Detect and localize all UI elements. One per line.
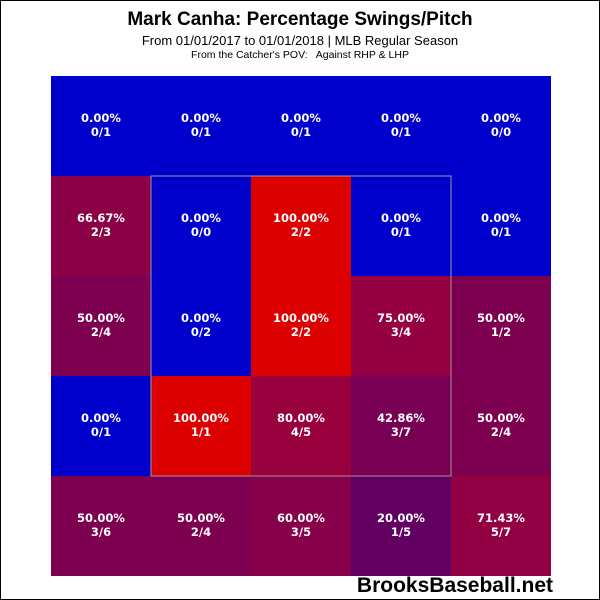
heatmap-cell-r4-c0 bbox=[51, 476, 151, 576]
cell-count-label: 4/5 bbox=[291, 425, 311, 439]
cell-pct-label: 0.00% bbox=[381, 111, 421, 125]
heatmap-cell-r0-c1 bbox=[151, 76, 251, 176]
cell-pct-label: 0.00% bbox=[381, 211, 421, 225]
heatmap-cell-r4-c2 bbox=[251, 476, 351, 576]
cell-pct-label: 71.43% bbox=[477, 511, 525, 525]
heatmap-cell-r2-c4 bbox=[451, 276, 551, 376]
cell-pct-label: 50.00% bbox=[477, 311, 525, 325]
heatmap-cell-r0-c0 bbox=[51, 76, 151, 176]
cell-count-label: 2/3 bbox=[91, 225, 111, 239]
cell-count-label: 2/2 bbox=[291, 325, 311, 339]
heatmap-cell-r3-c4 bbox=[451, 376, 551, 476]
cell-pct-label: 0.00% bbox=[181, 311, 221, 325]
heatmap-cell-r2-c0 bbox=[51, 276, 151, 376]
cell-count-label: 0/1 bbox=[391, 225, 411, 239]
cell-pct-label: 0.00% bbox=[181, 111, 221, 125]
heatmap-cell-r4-c4 bbox=[451, 476, 551, 576]
heatmap-cell-r1-c4 bbox=[451, 176, 551, 276]
cell-count-label: 0/1 bbox=[491, 225, 511, 239]
cell-pct-label: 80.00% bbox=[277, 411, 325, 425]
heatmap-cell-r3-c1 bbox=[151, 376, 251, 476]
heatmap-cell-r2-c2 bbox=[251, 276, 351, 376]
cell-count-label: 3/5 bbox=[291, 525, 311, 539]
cell-pct-label: 50.00% bbox=[77, 311, 125, 325]
cell-pct-label: 50.00% bbox=[77, 511, 125, 525]
heatmap-cell-r1-c1 bbox=[151, 176, 251, 276]
cell-count-label: 2/4 bbox=[191, 525, 211, 539]
heatmap-cell-r3-c2 bbox=[251, 376, 351, 476]
cell-count-label: 0/1 bbox=[91, 125, 111, 139]
cell-count-label: 5/7 bbox=[491, 525, 511, 539]
heatmap-cell-r1-c0 bbox=[51, 176, 151, 276]
heatmap-cell-r3-c0 bbox=[51, 376, 151, 476]
heatmap-cell-r4-c1 bbox=[151, 476, 251, 576]
cell-count-label: 3/6 bbox=[91, 525, 111, 539]
cell-count-label: 2/4 bbox=[91, 325, 111, 339]
cell-pct-label: 75.00% bbox=[377, 311, 425, 325]
heatmap-cell-r3-c3 bbox=[351, 376, 451, 476]
cell-pct-label: 20.00% bbox=[377, 511, 425, 525]
cell-count-label: 0/1 bbox=[91, 425, 111, 439]
cell-pct-label: 0.00% bbox=[181, 211, 221, 225]
heatmap-cell-r0-c3 bbox=[351, 76, 451, 176]
heatmap-cell-r2-c3 bbox=[351, 276, 451, 376]
heatmap-cell-r2-c1 bbox=[151, 276, 251, 376]
cell-count-label: 1/5 bbox=[391, 525, 411, 539]
cell-count-label: 2/2 bbox=[291, 225, 311, 239]
cell-pct-label: 50.00% bbox=[177, 511, 225, 525]
cell-count-label: 0/2 bbox=[191, 325, 211, 339]
cell-pct-label: 100.00% bbox=[173, 411, 229, 425]
cell-pct-label: 0.00% bbox=[281, 111, 321, 125]
cell-pct-label: 100.00% bbox=[273, 311, 329, 325]
chart-subtitle-pov: From the Catcher's POV: Against RHP & LH… bbox=[191, 49, 409, 61]
cell-count-label: 3/7 bbox=[391, 425, 411, 439]
cell-count-label: 1/1 bbox=[191, 425, 211, 439]
cell-count-label: 0/1 bbox=[291, 125, 311, 139]
watermark: BrooksBaseball.net bbox=[356, 574, 553, 597]
cell-count-label: 1/2 bbox=[491, 325, 511, 339]
heatmap-cell-r0-c2 bbox=[251, 76, 351, 176]
cell-count-label: 0/0 bbox=[491, 125, 511, 139]
cell-count-label: 0/0 bbox=[191, 225, 211, 239]
chart-title: Mark Canha: Percentage Swings/Pitch bbox=[127, 9, 473, 30]
heatmap-cell-r0-c4 bbox=[451, 76, 551, 176]
cell-pct-label: 50.00% bbox=[477, 411, 525, 425]
chart-subtitle: From 01/01/2017 to 01/01/2018 | MLB Regu… bbox=[141, 33, 459, 48]
cell-count-label: 3/4 bbox=[391, 325, 411, 339]
cell-count-label: 2/4 bbox=[491, 425, 511, 439]
strike-zone-outline bbox=[150, 175, 452, 477]
cell-pct-label: 100.00% bbox=[273, 211, 329, 225]
heatmap-cell-r1-c3 bbox=[351, 176, 451, 276]
cell-count-label: 0/1 bbox=[391, 125, 411, 139]
cell-pct-label: 60.00% bbox=[277, 511, 325, 525]
cell-pct-label: 0.00% bbox=[481, 111, 521, 125]
cell-pct-label: 0.00% bbox=[481, 211, 521, 225]
cell-count-label: 0/1 bbox=[191, 125, 211, 139]
cell-pct-label: 0.00% bbox=[81, 111, 121, 125]
cell-pct-label: 66.67% bbox=[77, 211, 125, 225]
cell-pct-label: 0.00% bbox=[81, 411, 121, 425]
heatmap-cell-r4-c3 bbox=[351, 476, 451, 576]
cell-pct-label: 42.86% bbox=[377, 411, 425, 425]
heatmap-cell-r1-c2 bbox=[251, 176, 351, 276]
